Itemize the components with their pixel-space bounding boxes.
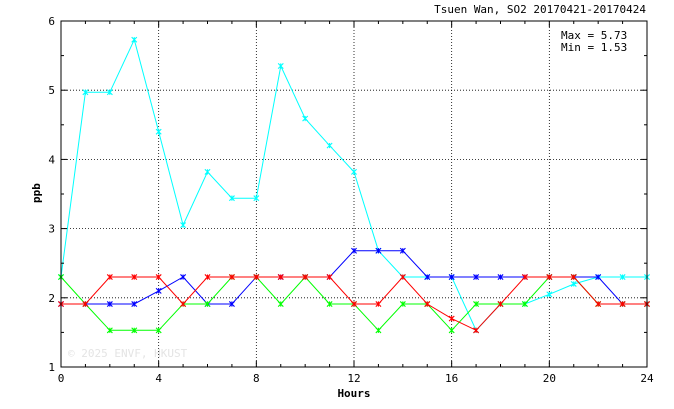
data-point	[204, 168, 211, 175]
data-point	[351, 301, 357, 308]
data-point	[448, 274, 455, 281]
grid	[61, 21, 647, 367]
data-point	[351, 247, 357, 254]
data-point	[106, 327, 113, 334]
data-point	[521, 274, 528, 281]
data-point	[399, 274, 406, 281]
data-point	[228, 274, 235, 281]
x-axis-label: Hours	[337, 387, 370, 400]
data-point	[253, 274, 260, 281]
x-tick-label: 24	[640, 372, 654, 385]
y-tick-label: 4	[48, 153, 55, 166]
data-point	[106, 301, 113, 308]
data-point	[595, 274, 602, 281]
x-tick-label: 4	[155, 372, 162, 385]
data-point	[619, 274, 626, 281]
data-point	[180, 274, 187, 281]
data-point	[155, 128, 162, 135]
data-point	[204, 301, 211, 308]
y-tick-label: 5	[48, 84, 55, 97]
data-point	[228, 195, 235, 202]
data-point	[82, 89, 89, 96]
y-tick-label: 1	[48, 361, 55, 374]
data-point	[155, 287, 162, 294]
data-point	[277, 274, 284, 281]
data-point	[497, 301, 504, 308]
data-point	[619, 301, 626, 308]
data-point	[302, 115, 309, 122]
y-tick-label: 2	[48, 292, 55, 305]
data-point	[155, 274, 162, 281]
data-point	[570, 274, 577, 281]
data-point	[180, 222, 187, 229]
data-point	[521, 301, 528, 308]
data-point	[546, 274, 553, 281]
data-point	[228, 301, 235, 308]
y-tick-label: 6	[48, 15, 55, 28]
data-point	[302, 274, 309, 281]
data-point	[473, 327, 480, 334]
ticks	[60, 20, 648, 368]
data-point	[448, 315, 455, 322]
series-4	[58, 274, 650, 334]
data-point	[253, 195, 260, 202]
data-point	[131, 274, 138, 281]
min-stat: Min = 1.53	[561, 41, 627, 54]
data-point	[277, 301, 284, 308]
data-point	[473, 301, 480, 308]
data-point	[473, 274, 480, 281]
data-point	[326, 274, 333, 281]
watermark: © 2025 ENVF, HKUST	[68, 347, 188, 360]
x-tick-label: 12	[347, 372, 360, 385]
data-point	[326, 301, 333, 308]
data-point	[595, 301, 602, 308]
x-tick-label: 16	[445, 372, 458, 385]
data-point	[351, 168, 357, 175]
data-point	[375, 327, 382, 334]
max-stat: Max = 5.73	[561, 29, 627, 42]
data-point	[180, 301, 187, 308]
data-point	[131, 327, 138, 334]
data-point	[375, 301, 382, 308]
data-point	[106, 274, 113, 281]
data-point	[155, 327, 162, 334]
y-tick-label: 3	[48, 223, 55, 236]
data-point	[448, 327, 455, 334]
y-axis-label: ppb	[30, 183, 43, 203]
x-tick-label: 8	[253, 372, 260, 385]
data-point	[424, 274, 431, 281]
chart-title: Tsuen Wan, SO2 20170421-20170424	[434, 3, 646, 16]
data-point	[106, 89, 113, 96]
data-point	[546, 291, 553, 298]
x-tick-label: 20	[543, 372, 556, 385]
data-point	[204, 274, 211, 281]
data-point	[375, 247, 382, 254]
series-layer	[58, 36, 650, 334]
data-point	[399, 301, 406, 308]
data-point	[424, 301, 431, 308]
data-point	[570, 280, 577, 287]
data-point	[82, 301, 89, 308]
data-point	[131, 301, 138, 308]
data-point	[497, 274, 504, 281]
data-point	[399, 247, 406, 254]
data-point	[277, 62, 284, 69]
x-tick-label: 0	[58, 372, 65, 385]
data-point	[131, 36, 138, 43]
data-point	[326, 142, 333, 149]
